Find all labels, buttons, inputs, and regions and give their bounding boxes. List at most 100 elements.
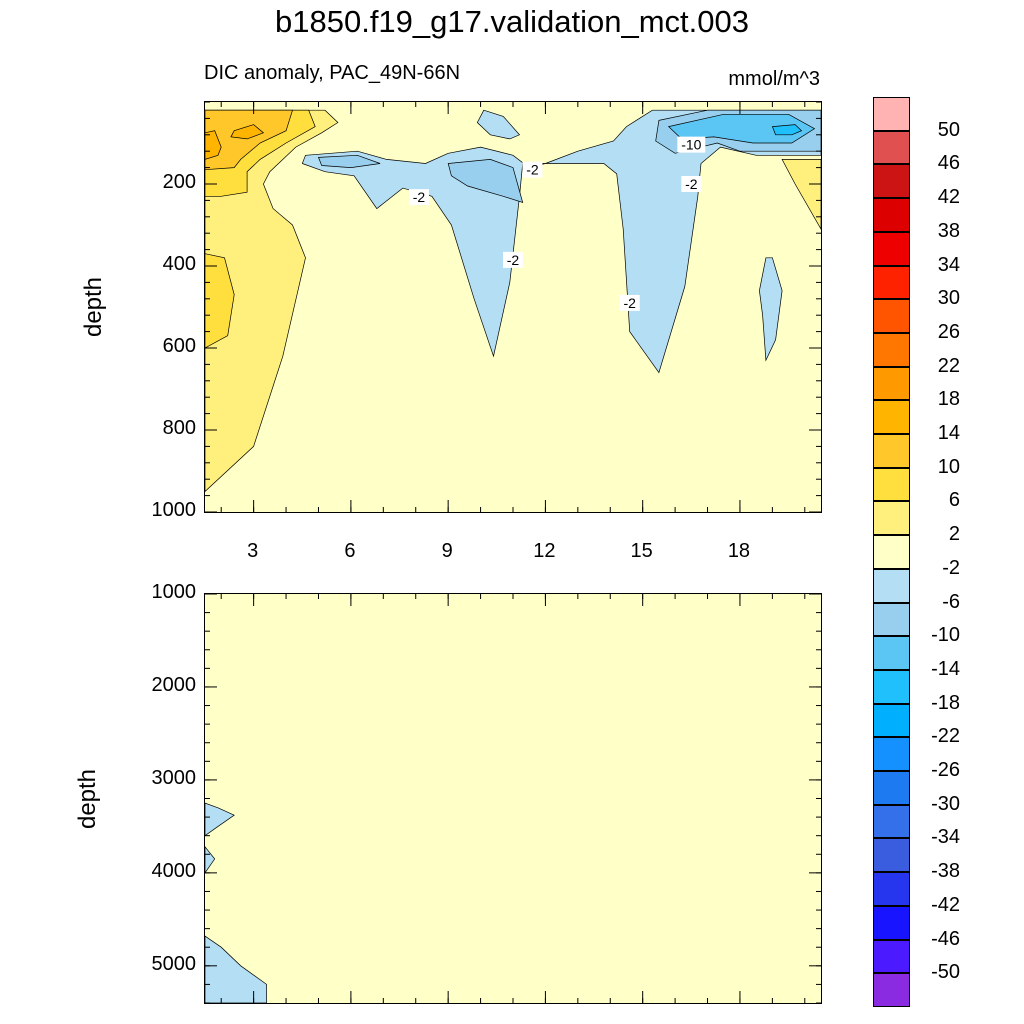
colorbar-swatch <box>873 568 910 603</box>
svg-text:-2: -2 <box>685 176 698 192</box>
contour-region--2 <box>205 846 216 874</box>
colorbar-swatch <box>873 332 910 367</box>
contour-label: -2 <box>503 251 523 268</box>
y-tick-label: 2000 <box>151 673 197 696</box>
colorbar-swatch <box>873 804 910 839</box>
contour-region-14 <box>205 130 222 160</box>
colorbar-label: 34 <box>937 253 960 276</box>
upper-plot-area: -2 -2 -10 -2 -2 -2 <box>204 101 822 513</box>
colorbar-label: -46 <box>931 927 960 950</box>
colorbar-label: -34 <box>931 826 960 849</box>
contour-label: -10 <box>677 136 706 153</box>
lower-y-axis-label: depth <box>74 768 101 830</box>
colorbar-swatch <box>873 130 910 165</box>
y-tick-label: 400 <box>162 253 196 275</box>
colorbar-swatch <box>873 198 910 232</box>
colorbar-swatch <box>873 872 910 906</box>
contour-label: -2 <box>619 294 640 311</box>
colorbar-swatch <box>873 703 910 738</box>
colorbar-label: -50 <box>931 961 960 984</box>
colorbar-swatch <box>873 501 910 536</box>
colorbar-swatch <box>873 838 910 873</box>
y-tick-label: 200 <box>162 171 196 193</box>
contour-label: -2 <box>681 176 702 192</box>
colorbar-swatch <box>873 905 910 940</box>
colorbar-label: -6 <box>942 590 960 613</box>
y-tick-label: 800 <box>162 417 196 439</box>
colorbar-swatch <box>873 164 910 199</box>
figure-title: b1850.f19_g17.validation_mct.003 <box>275 4 749 39</box>
y-tick-label: 5000 <box>151 952 197 975</box>
colorbar-label: 46 <box>937 152 960 175</box>
contour-region--2 <box>476 109 521 140</box>
contour-label: -2 <box>522 161 543 178</box>
colorbar-label: 14 <box>937 422 960 445</box>
lower-contour-plot <box>205 594 821 1003</box>
colorbar-swatch <box>873 602 910 637</box>
colorbar-swatch <box>873 231 910 266</box>
svg-text:-2: -2 <box>413 189 426 205</box>
colorbar-swatch <box>873 535 910 569</box>
y-tick-label: 4000 <box>151 859 197 882</box>
contour-region--2 <box>205 802 235 837</box>
contour-region-6 <box>205 253 235 349</box>
svg-text:-2: -2 <box>507 252 520 268</box>
colorbar-label: -2 <box>942 556 960 579</box>
upper-panel-units: mmol/m^3 <box>728 68 820 90</box>
x-tick-label: 3 <box>247 540 259 562</box>
colorbar-label: -14 <box>931 657 960 680</box>
colorbar-label: 22 <box>937 354 960 377</box>
lower-plot-area <box>204 593 822 1004</box>
axis-ticks <box>205 594 821 1003</box>
colorbar-swatch <box>873 636 910 670</box>
colorbar-label: -22 <box>931 725 960 748</box>
colorbar-swatch <box>873 973 910 1007</box>
colorbar-label: -30 <box>931 792 960 815</box>
svg-text:-2: -2 <box>623 295 636 311</box>
x-tick-label: 9 <box>441 540 453 562</box>
contour-region--2 <box>759 257 783 362</box>
colorbar-label: 2 <box>948 523 960 546</box>
contour-region--6 <box>317 154 381 168</box>
x-tick-label: 12 <box>533 540 556 562</box>
colorbar-label: -26 <box>931 759 960 782</box>
x-tick-label: 6 <box>344 540 356 562</box>
contour-region-14 <box>230 124 265 140</box>
contour-region--6 <box>447 159 524 204</box>
contour-label: -2 <box>408 189 429 206</box>
y-tick-label: 3000 <box>151 766 197 789</box>
contour-region-2 <box>205 109 339 492</box>
y-tick-label: 1000 <box>151 499 197 521</box>
contour-region-10 <box>205 109 293 171</box>
upper-panel-left-title: DIC anomaly, PAC_49N-66N <box>204 62 461 84</box>
y-tick-label: 1000 <box>151 581 197 603</box>
colorbar-label: -38 <box>931 860 960 883</box>
colorbar-swatch <box>873 400 910 435</box>
colorbar-label: 30 <box>937 287 960 310</box>
colorbar-swatch <box>873 366 910 401</box>
contour-region--2 <box>205 935 267 1003</box>
upper-contour-plot: -2 -2 -10 -2 -2 -2 <box>205 102 821 512</box>
colorbar-label: 42 <box>937 186 960 209</box>
colorbar-swatch <box>873 265 910 300</box>
colorbar-label: 6 <box>948 489 960 512</box>
colorbar-label: -10 <box>931 624 960 647</box>
colorbar-label: 50 <box>937 118 960 141</box>
colorbar-label: -18 <box>931 691 960 714</box>
colorbar-swatch <box>873 434 910 468</box>
x-tick-label: 18 <box>727 540 751 562</box>
colorbar-swatch <box>873 467 910 502</box>
colorbar-label: 10 <box>937 455 960 478</box>
colorbar-label: -42 <box>931 893 960 916</box>
colorbar-swatch <box>873 737 910 772</box>
colorbar-label: 38 <box>937 219 960 242</box>
contour-region-2 <box>781 159 821 230</box>
colorbar-swatch <box>873 669 910 704</box>
y-tick-label: 600 <box>162 335 196 357</box>
contour-region--2 <box>301 109 821 374</box>
colorbar-swatch <box>873 939 910 974</box>
svg-text:-2: -2 <box>526 162 539 178</box>
colorbar-label: 18 <box>937 388 960 411</box>
colorbar-label: 26 <box>937 320 960 343</box>
colorbar-swatch <box>873 97 910 131</box>
